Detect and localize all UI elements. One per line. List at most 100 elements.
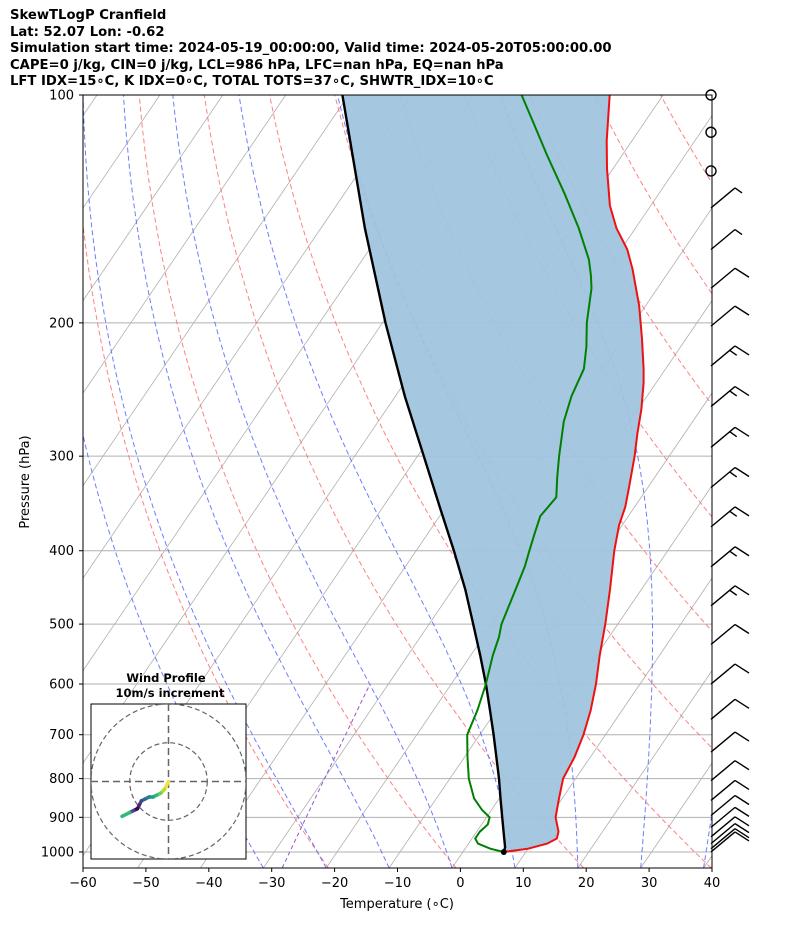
wind-barb-shaft bbox=[710, 794, 736, 817]
wind-barb-flag bbox=[734, 698, 750, 709]
hodograph-inset: Wind Profile 10m/s increment bbox=[90, 671, 247, 860]
wind-barb-shaft bbox=[710, 426, 736, 448]
y-tick-label: 600 bbox=[49, 678, 74, 693]
temperature-line bbox=[503, 95, 645, 853]
wind-barb bbox=[710, 385, 750, 408]
wind-barb-calm bbox=[705, 89, 717, 101]
wind-barb-half-flag bbox=[729, 471, 738, 478]
wind-barb bbox=[710, 698, 750, 720]
wind-barb-shaft bbox=[710, 267, 736, 289]
x-tick-label: −60 bbox=[69, 876, 96, 891]
wind-barb bbox=[710, 585, 750, 607]
wind-barb-flag bbox=[734, 828, 750, 839]
dry-adiabat bbox=[138, 95, 457, 868]
wind-barb-calm bbox=[705, 126, 717, 138]
index-line: LFT IDX=15∘C, K IDX=0∘C, TOTAL TOTS=37∘C… bbox=[10, 74, 494, 89]
wind-barb bbox=[710, 345, 750, 367]
wind-barb-flag bbox=[734, 779, 750, 791]
wind-barb bbox=[710, 816, 750, 838]
y-tick-label: 800 bbox=[49, 772, 74, 787]
wind-barb-flag bbox=[734, 305, 750, 316]
wind-barb bbox=[710, 305, 750, 327]
parcel-profile-line bbox=[341, 95, 507, 853]
wind-barb-calm bbox=[705, 165, 717, 177]
isotherm-line bbox=[514, 577, 712, 868]
wind-barb-shaft bbox=[710, 228, 736, 251]
wind-barb-flag bbox=[734, 385, 750, 397]
wind-barb-shaft bbox=[710, 779, 736, 801]
dry-adiabat bbox=[726, 95, 794, 868]
wind-barb bbox=[710, 731, 750, 753]
x-tick-label: 10 bbox=[515, 876, 532, 891]
wind-barb-shaft bbox=[710, 831, 736, 853]
x-tick-label: 0 bbox=[456, 876, 464, 891]
isotherm-line bbox=[577, 669, 712, 868]
x-tick-label: −40 bbox=[195, 876, 222, 891]
wind-barb-shaft bbox=[710, 546, 736, 568]
wind-barb-shaft bbox=[710, 345, 736, 367]
wind-barb-shaft bbox=[710, 828, 736, 850]
wind-barb-half-flag bbox=[729, 510, 738, 517]
wind-barb bbox=[710, 623, 750, 646]
isotherm-line bbox=[83, 95, 412, 579]
dry-adiabat bbox=[83, 219, 329, 868]
wind-barb-flag bbox=[734, 546, 750, 557]
wind-barb-shaft bbox=[710, 623, 736, 646]
wind-barb-flag bbox=[734, 267, 750, 278]
wind-barb-half-flag bbox=[729, 589, 738, 596]
wind-barb-half-flag bbox=[734, 187, 743, 194]
x-tick-label: 30 bbox=[641, 876, 658, 891]
wind-barb-shaft bbox=[710, 506, 736, 528]
wind-barb bbox=[710, 806, 750, 828]
wind-barb-half-flag bbox=[729, 390, 738, 397]
wind-barb bbox=[710, 760, 750, 782]
wind-barb bbox=[710, 466, 750, 489]
moist-adiabat bbox=[83, 95, 327, 868]
moist-adiabat bbox=[703, 809, 712, 868]
x-tick-label: −30 bbox=[258, 876, 285, 891]
profile-lines bbox=[341, 95, 645, 855]
cin-shading bbox=[342, 95, 644, 852]
wind-barb-shaft bbox=[710, 386, 736, 408]
moist-adiabat bbox=[172, 95, 453, 868]
y-tick-label: 400 bbox=[49, 544, 74, 559]
y-tick-label: 200 bbox=[49, 316, 74, 331]
wind-barb-shaft bbox=[710, 663, 736, 685]
wind-barb bbox=[710, 426, 750, 448]
x-tick-label: 40 bbox=[704, 876, 721, 891]
wind-barb-shaft bbox=[710, 305, 736, 327]
isotherm-line bbox=[83, 95, 349, 487]
wind-barb-flag bbox=[734, 823, 750, 834]
wind-barb bbox=[710, 794, 750, 817]
wind-barb bbox=[710, 779, 750, 801]
wind-barb-half-flag bbox=[734, 228, 743, 236]
wind-barb-flag bbox=[734, 506, 750, 517]
wind-barb bbox=[710, 823, 750, 845]
wind-barb bbox=[710, 506, 750, 528]
hodograph-subtitle: 10m/s increment bbox=[116, 686, 225, 700]
isotherm-line bbox=[83, 95, 224, 302]
wind-barb-flag bbox=[734, 816, 750, 827]
wind-barb-shaft bbox=[710, 806, 736, 828]
wind-barb bbox=[710, 267, 750, 289]
wind-barb bbox=[710, 663, 750, 685]
x-tick-label: 20 bbox=[578, 876, 595, 891]
hodograph-title: Wind Profile bbox=[126, 671, 206, 685]
wind-barb-shaft bbox=[710, 187, 736, 209]
y-tick-label: 900 bbox=[49, 811, 74, 826]
wind-barb-flag bbox=[734, 585, 750, 596]
y-tick-label: 1000 bbox=[41, 845, 74, 860]
wind-barb-half-flag bbox=[729, 550, 738, 557]
wind-barb-shaft bbox=[710, 585, 736, 607]
wind-barb-flag bbox=[734, 806, 750, 817]
x-axis-label: Temperature (∘C) bbox=[339, 897, 454, 912]
wind-barb bbox=[710, 228, 743, 251]
location-line: Lat: 52.07 Lon: -0.62 bbox=[10, 24, 165, 40]
wind-barb-shaft bbox=[710, 731, 736, 753]
wind-barb-flag bbox=[734, 345, 750, 356]
hodograph-plot bbox=[91, 704, 246, 859]
isotherm-line bbox=[388, 392, 712, 868]
wind-barb-half-flag bbox=[729, 349, 738, 356]
wind-barb bbox=[710, 828, 750, 850]
